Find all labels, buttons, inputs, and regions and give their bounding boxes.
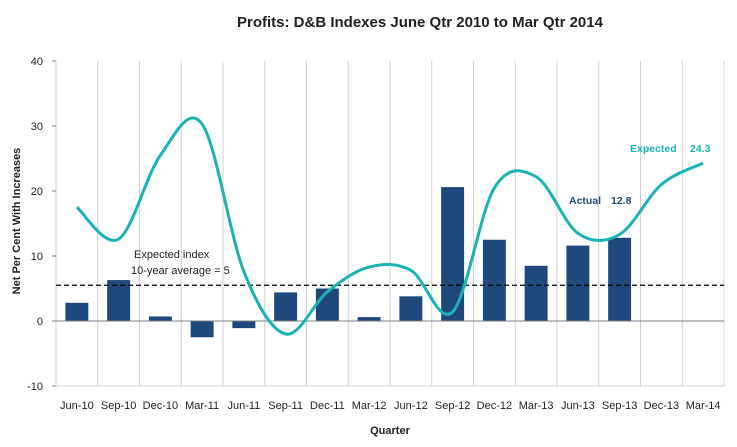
x-tick-label: Jun-13 bbox=[561, 400, 595, 412]
reference-label-line1: Expected index bbox=[134, 249, 210, 261]
expected-annotation-value: 24.3 bbox=[690, 143, 711, 155]
y-axis-label: Net Per Cent With Increases bbox=[11, 148, 23, 295]
bar bbox=[357, 317, 381, 321]
bar bbox=[190, 321, 214, 338]
actual-annotation-label: Actual bbox=[569, 195, 601, 207]
x-tick-label: Dec-10 bbox=[143, 400, 178, 412]
x-tick-label: Mar-14 bbox=[686, 400, 721, 412]
y-tick-label: -10 bbox=[27, 381, 43, 393]
x-tick-label: Sep-13 bbox=[602, 400, 637, 412]
x-tick-label: Dec-12 bbox=[477, 400, 512, 412]
x-axis-label: Quarter bbox=[370, 425, 410, 437]
y-tick-label: 10 bbox=[31, 251, 43, 263]
bar bbox=[148, 316, 172, 321]
x-tick-label: Sep-10 bbox=[101, 400, 136, 412]
y-tick-label: 40 bbox=[31, 56, 43, 68]
expected-annotation-label: Expected bbox=[630, 143, 677, 155]
bar bbox=[524, 265, 548, 321]
actual-annotation-value: 12.8 bbox=[611, 195, 632, 207]
y-tick-label: 0 bbox=[37, 316, 43, 328]
bar bbox=[274, 292, 298, 321]
bar bbox=[566, 245, 590, 321]
y-axis-ticks: -10 0 10 20 30 40 bbox=[27, 56, 56, 393]
chart-title: Profits: D&B Indexes June Qtr 2010 to Ma… bbox=[237, 14, 604, 31]
x-tick-label: Sep-11 bbox=[268, 400, 303, 412]
bar bbox=[399, 296, 423, 321]
x-axis-ticks: Jun-10 Sep-10 Dec-10 Mar-11 Jun-11 Sep-11 Dec-… bbox=[60, 400, 720, 412]
y-tick-label: 20 bbox=[31, 186, 43, 198]
x-tick-label: Dec-11 bbox=[310, 400, 345, 412]
reference-label-line2: 10-year average = 5 bbox=[131, 265, 230, 277]
x-tick-label: Sep-12 bbox=[435, 400, 470, 412]
bar bbox=[608, 237, 632, 321]
bar bbox=[65, 302, 89, 321]
grid-lines bbox=[55, 61, 725, 387]
bar bbox=[232, 321, 256, 329]
x-tick-label: Jun-10 bbox=[60, 400, 94, 412]
x-tick-label: Mar-12 bbox=[352, 400, 387, 412]
x-tick-label: Mar-13 bbox=[519, 400, 554, 412]
bar-series-actual bbox=[65, 187, 632, 338]
bar bbox=[482, 239, 506, 321]
expected-series-line bbox=[75, 116, 704, 336]
x-tick-label: Jun-11 bbox=[227, 400, 260, 412]
y-tick-label: 30 bbox=[31, 121, 43, 133]
x-tick-label: Jun-12 bbox=[394, 400, 428, 412]
x-tick-label: Dec-13 bbox=[644, 400, 679, 412]
bar bbox=[107, 280, 131, 321]
bar bbox=[441, 187, 465, 321]
x-tick-label: Mar-11 bbox=[185, 400, 219, 412]
